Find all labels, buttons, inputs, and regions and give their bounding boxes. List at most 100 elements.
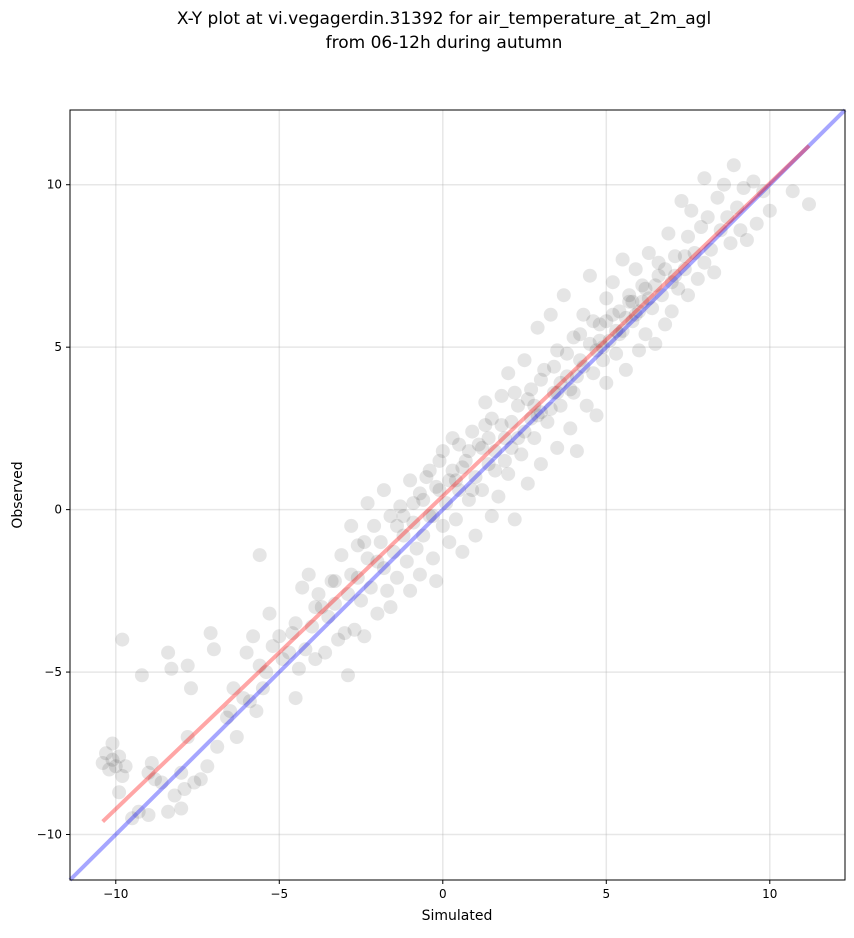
scatter-point [112,749,127,764]
scatter-point [622,294,637,309]
scatter-point [412,567,427,582]
scatter-point [298,642,313,657]
scatter-point [295,580,310,595]
scatter-point [393,499,408,514]
scatter-point [628,262,643,277]
scatter-point [455,544,470,559]
scatter-point [550,343,565,358]
scatter-point [357,535,372,550]
scatter-point [432,483,447,498]
scatter-point [484,509,499,524]
scatter-point [465,424,480,439]
scatter-point [517,353,532,368]
scatter-point [112,785,127,800]
scatter-point [174,801,189,816]
scatter-point [259,665,274,680]
scatter-point [134,668,149,683]
y-axis-ticks: −10 −5 0 5 10 [37,178,70,842]
scatter-point [703,242,718,257]
scatter-point [599,375,614,390]
scatter-point [406,515,421,530]
scatter-point [654,288,669,303]
scatter-point [223,704,238,719]
scatter-point [350,570,365,585]
scatter-point [229,730,244,744]
scatter-point [494,388,509,403]
scatter-point [671,281,686,296]
scatter-point [707,265,722,280]
scatter-point [177,782,192,796]
scatter-point [461,444,476,459]
scatter-point [563,382,578,397]
scatter-point [468,470,483,485]
scatter-point [527,398,542,413]
scatter-point [612,304,627,319]
scatter-point [501,466,516,481]
scatter-point [239,645,254,660]
scatter-point [131,804,146,819]
scatter-point [337,626,352,641]
scatter-point [475,440,489,455]
x-tick-label: −5 [270,887,288,901]
x-tick-label: −10 [103,887,128,901]
scatter-point [694,220,709,234]
scatter-point [347,622,362,637]
scatter-point [285,626,300,641]
scatter-point [609,323,624,338]
scatter-point [373,535,388,550]
scatter-point [504,414,519,429]
scatter-point [406,496,421,511]
scatter-point [105,752,120,767]
scatter-point [426,509,440,524]
scatter-point [700,210,715,225]
scatter-point [717,177,731,192]
scatter-point [426,551,440,566]
scatter-point [327,596,342,611]
scatter-point [314,600,329,615]
scatter-point [511,431,525,446]
scatter-point [458,453,473,468]
scatter-point [491,489,506,504]
scatter-point [569,369,584,384]
scatter-point [262,606,277,621]
scatter-point [390,518,404,533]
scatter-point [396,528,411,543]
scatter-point [341,668,355,683]
scatter-point [478,395,493,410]
scatter-point [252,658,267,673]
scatter-point [524,411,539,426]
scatter-point [641,246,656,260]
scatter-point [246,629,261,644]
x-tick-label: 10 [762,887,777,901]
scatter-point [533,457,548,472]
scatter-point [419,470,434,485]
scatter-point [582,336,597,351]
scatter-point [386,544,401,559]
scatter-point [422,509,437,524]
plot-frame [69,109,846,881]
scatter-point [265,639,280,654]
scatter-point [507,385,522,400]
scatter-point [478,418,493,433]
scatter-point [573,353,588,368]
scatter-point [494,418,509,433]
scatter-point [658,262,673,277]
scatter-point [530,320,545,335]
scatter-point [749,216,764,231]
scatter-point [448,473,463,488]
scatter-point [592,317,607,332]
scatter-point [599,291,614,306]
scatter-point [383,600,398,615]
scatter-point [308,652,323,667]
scatter-point [517,424,532,439]
scatter-point [448,512,463,527]
scatter-point [99,746,113,761]
scatter-point [435,444,450,459]
scatter-point [530,408,545,423]
y-tick-label: 5 [54,340,62,354]
scatter-point [618,310,633,325]
y-tick-label: −5 [44,665,62,679]
scatter-point [370,554,385,569]
scatter-point [468,528,483,543]
scatter-point [236,691,251,706]
